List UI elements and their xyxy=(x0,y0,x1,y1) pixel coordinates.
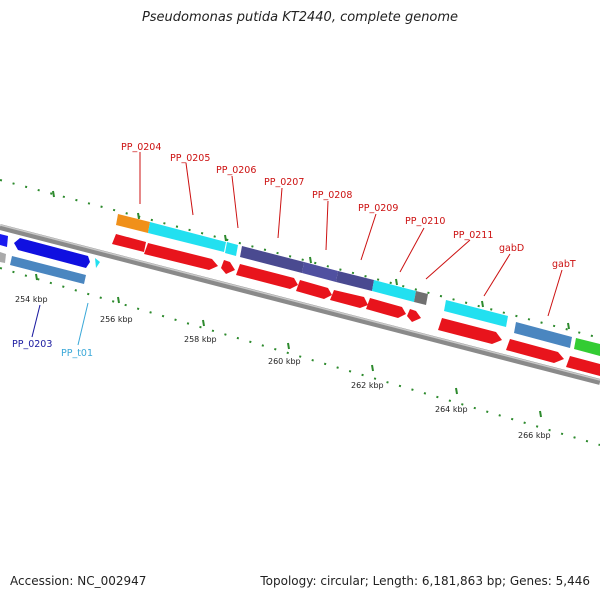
upper-ruler xyxy=(0,179,600,339)
gene-pp0209[interactable] xyxy=(336,271,374,291)
label-pp0204: PP_0204 xyxy=(121,142,161,153)
label-gabd: gabD xyxy=(499,243,524,254)
gene-next[interactable] xyxy=(574,338,600,356)
forward-genes xyxy=(116,214,600,356)
map-title: Pseudomonas putida KT2440, complete geno… xyxy=(141,10,459,25)
label-pp0210: PP_0210 xyxy=(405,216,445,227)
label-pp0206: PP_0206 xyxy=(216,165,256,176)
gene-gabt[interactable] xyxy=(514,322,572,348)
gene-ppt01[interactable] xyxy=(95,258,100,268)
label-pp0205: PP_0205 xyxy=(170,153,210,164)
label-pp0208: PP_0208 xyxy=(312,190,352,201)
tick-label: 264 kbp xyxy=(435,405,468,414)
gene-pp0211[interactable] xyxy=(414,291,428,305)
label-pp0207: PP_0207 xyxy=(264,177,304,188)
gene-left-blue[interactable] xyxy=(0,234,8,247)
left-genes xyxy=(0,234,100,284)
tick-label: 254 kbp xyxy=(15,295,48,304)
gene-pp0203[interactable] xyxy=(14,238,90,268)
reverse-genes xyxy=(112,234,600,376)
upper-major-ticks xyxy=(52,190,570,330)
label-pp0211: PP_0211 xyxy=(453,230,493,241)
gene-pp0205[interactable] xyxy=(148,222,226,252)
gene-left-steel[interactable] xyxy=(10,256,86,284)
tick-label: 258 kbp xyxy=(184,335,217,344)
gene-pp0204[interactable] xyxy=(116,214,150,233)
label-ppt01: PP_t01 xyxy=(61,348,93,359)
lower-ruler xyxy=(0,267,600,446)
genome-backbone xyxy=(0,224,600,385)
accession-text: Accession: NC_002947 xyxy=(10,574,147,588)
gene-pp0208[interactable] xyxy=(302,262,338,282)
lower-major-ticks xyxy=(35,273,542,418)
gene-pp0207[interactable] xyxy=(240,246,304,273)
gene-gabd[interactable] xyxy=(444,300,508,327)
tick-label: 262 kbp xyxy=(351,381,384,390)
gene-pp0206[interactable] xyxy=(225,242,238,256)
tick-label: 266 kbp xyxy=(518,431,551,440)
label-pp0209: PP_0209 xyxy=(358,203,398,214)
label-pp0203: PP_0203 xyxy=(12,339,52,350)
label-gabt: gabT xyxy=(552,259,576,270)
genome-summary: Topology: circular; Length: 6,181,863 bp… xyxy=(260,574,590,588)
tick-label: 260 kbp xyxy=(268,357,301,366)
tick-label: 256 kbp xyxy=(100,315,133,324)
gene-pp0210[interactable] xyxy=(372,280,416,302)
